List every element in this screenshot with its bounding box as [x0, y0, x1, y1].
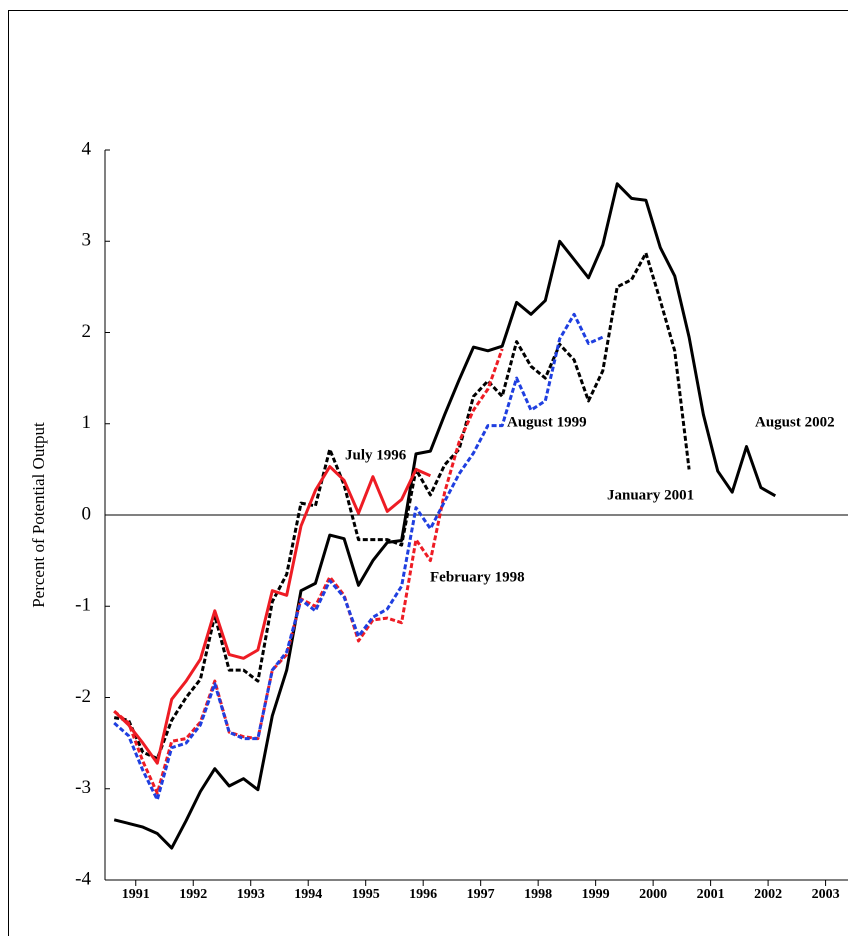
x-tick-label: 2001: [697, 887, 725, 902]
series-line: [113, 182, 777, 850]
y-tick-label: 4: [82, 138, 92, 159]
x-tick-label: 1999: [582, 887, 610, 902]
x-tick-label: 2000: [639, 887, 667, 902]
series-line: [113, 348, 504, 795]
y-tick-label: 3: [82, 230, 92, 251]
x-tick-label: 1994: [294, 887, 322, 902]
x-tick-label: 1993: [237, 887, 265, 902]
x-tick-label: 1991: [122, 887, 150, 902]
series-label: July 1996: [345, 447, 407, 463]
series-label: January 2001: [607, 487, 694, 503]
series-label: August 2002: [755, 414, 835, 430]
y-tick-label: 1: [82, 412, 92, 433]
y-tick-label: -4: [75, 868, 91, 889]
series-line: [113, 465, 432, 765]
series-line: [113, 312, 604, 802]
x-tick-label: 1998: [524, 887, 552, 902]
series-label: February 1998: [430, 569, 525, 585]
y-tick-label: -3: [75, 777, 91, 798]
series-line: [113, 251, 691, 761]
y-axis-label: Percent of Potential Output: [29, 422, 48, 608]
x-tick-label: 1997: [467, 887, 495, 902]
y-tick-label: 2: [82, 321, 92, 342]
x-tick-label: 2003: [812, 887, 840, 902]
x-tick-label: 1992: [179, 887, 207, 902]
y-tick-label: -1: [75, 595, 91, 616]
x-tick-label: 1996: [409, 887, 437, 902]
x-tick-label: 2002: [754, 887, 782, 902]
y-tick-label: 0: [82, 503, 92, 524]
series-label: August 1999: [507, 414, 587, 430]
y-tick-label: -2: [75, 686, 91, 707]
x-tick-label: 1995: [352, 887, 380, 902]
